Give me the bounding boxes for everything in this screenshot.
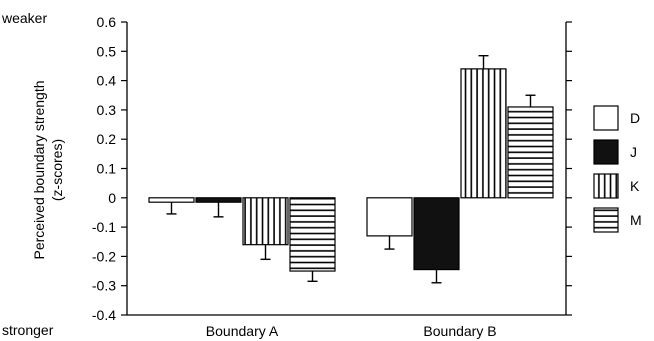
y-tick-label: 0.5 — [97, 43, 117, 59]
stronger-label: stronger — [2, 322, 54, 338]
plot-area: 0.6 0.5 0.4 0.3 0.2 0.1 0 -0.1 -0.2 -0.3 -0.4 Bound… — [92, 14, 572, 339]
y-tick-label: 0.6 — [97, 14, 117, 30]
legend-swatch-K — [593, 173, 619, 199]
legend-label-J: J — [630, 144, 637, 160]
bar-D-1 — [366, 197, 413, 237]
y-tick-label: 0.1 — [97, 161, 117, 177]
legend-label-K: K — [630, 178, 640, 194]
y-tick-label: 0 — [108, 190, 116, 206]
x-tick-label: Boundary A — [206, 323, 279, 339]
bar-M-1 — [507, 106, 554, 199]
legend-swatch-J — [593, 139, 619, 165]
weaker-label: weaker — [1, 10, 47, 26]
bar-K-0 — [242, 197, 289, 246]
legend-label-D: D — [630, 110, 640, 126]
legend-swatch-M — [593, 207, 619, 233]
bar-J-1 — [413, 197, 460, 271]
y-axis-title: Perceived boundary strength (z-scores) — [31, 81, 65, 260]
y-tick-label: -0.2 — [92, 248, 116, 264]
y-axis-title-line1: Perceived boundary strength — [31, 81, 47, 260]
bar-M-0 — [289, 197, 336, 272]
y-tick-label: -0.3 — [92, 278, 116, 294]
y-tick-label: -0.4 — [92, 307, 116, 323]
x-tick-label: Boundary B — [423, 323, 496, 339]
legend-label-M: M — [630, 212, 642, 228]
y-tick-label: 0.4 — [97, 73, 117, 89]
bar-K-1 — [460, 68, 507, 199]
y-tick-label: 0.2 — [97, 131, 117, 147]
y-axis-title-line2: (z-scores) — [49, 139, 65, 201]
y-tick-label: -0.1 — [92, 219, 116, 235]
bar-J-0 — [195, 197, 242, 203]
legend: D J K M — [593, 105, 642, 233]
legend-swatch-D — [593, 105, 619, 131]
bar-D-0 — [148, 197, 195, 203]
y-tick-label: 0.3 — [97, 102, 117, 118]
